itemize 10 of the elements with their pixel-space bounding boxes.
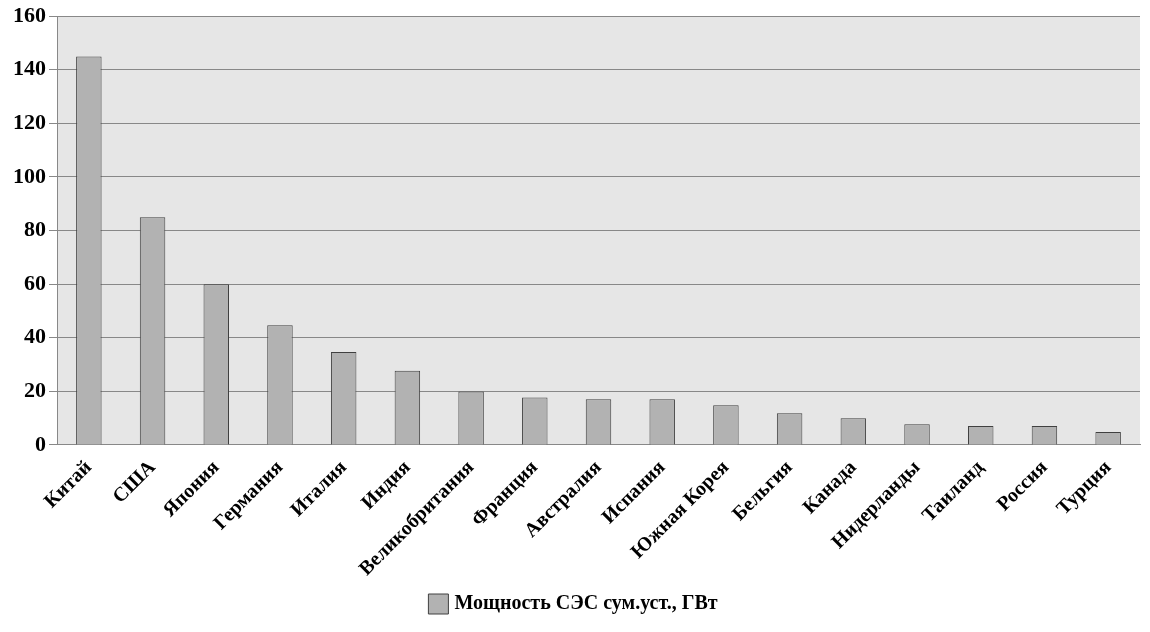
legend-label: Мощность СЭС сум.уст., ГВт — [454, 591, 718, 615]
y-tick-label: 160 — [13, 1, 46, 27]
y-tick-label: 140 — [13, 55, 46, 81]
y-tick-label: 60 — [24, 269, 46, 295]
y-tick-label: 120 — [13, 109, 46, 135]
y-tick-label: 40 — [24, 323, 46, 349]
y-tick-label: 100 — [13, 162, 46, 188]
y-tick-label: 80 — [24, 216, 46, 242]
y-tick-label: 20 — [24, 377, 46, 403]
y-tick-label: 0 — [35, 430, 46, 456]
